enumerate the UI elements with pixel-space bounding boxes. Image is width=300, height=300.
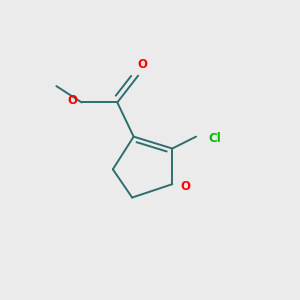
Text: O: O [181,180,190,193]
Text: Cl: Cl [208,132,221,145]
Text: O: O [138,58,148,71]
Text: O: O [67,94,77,107]
